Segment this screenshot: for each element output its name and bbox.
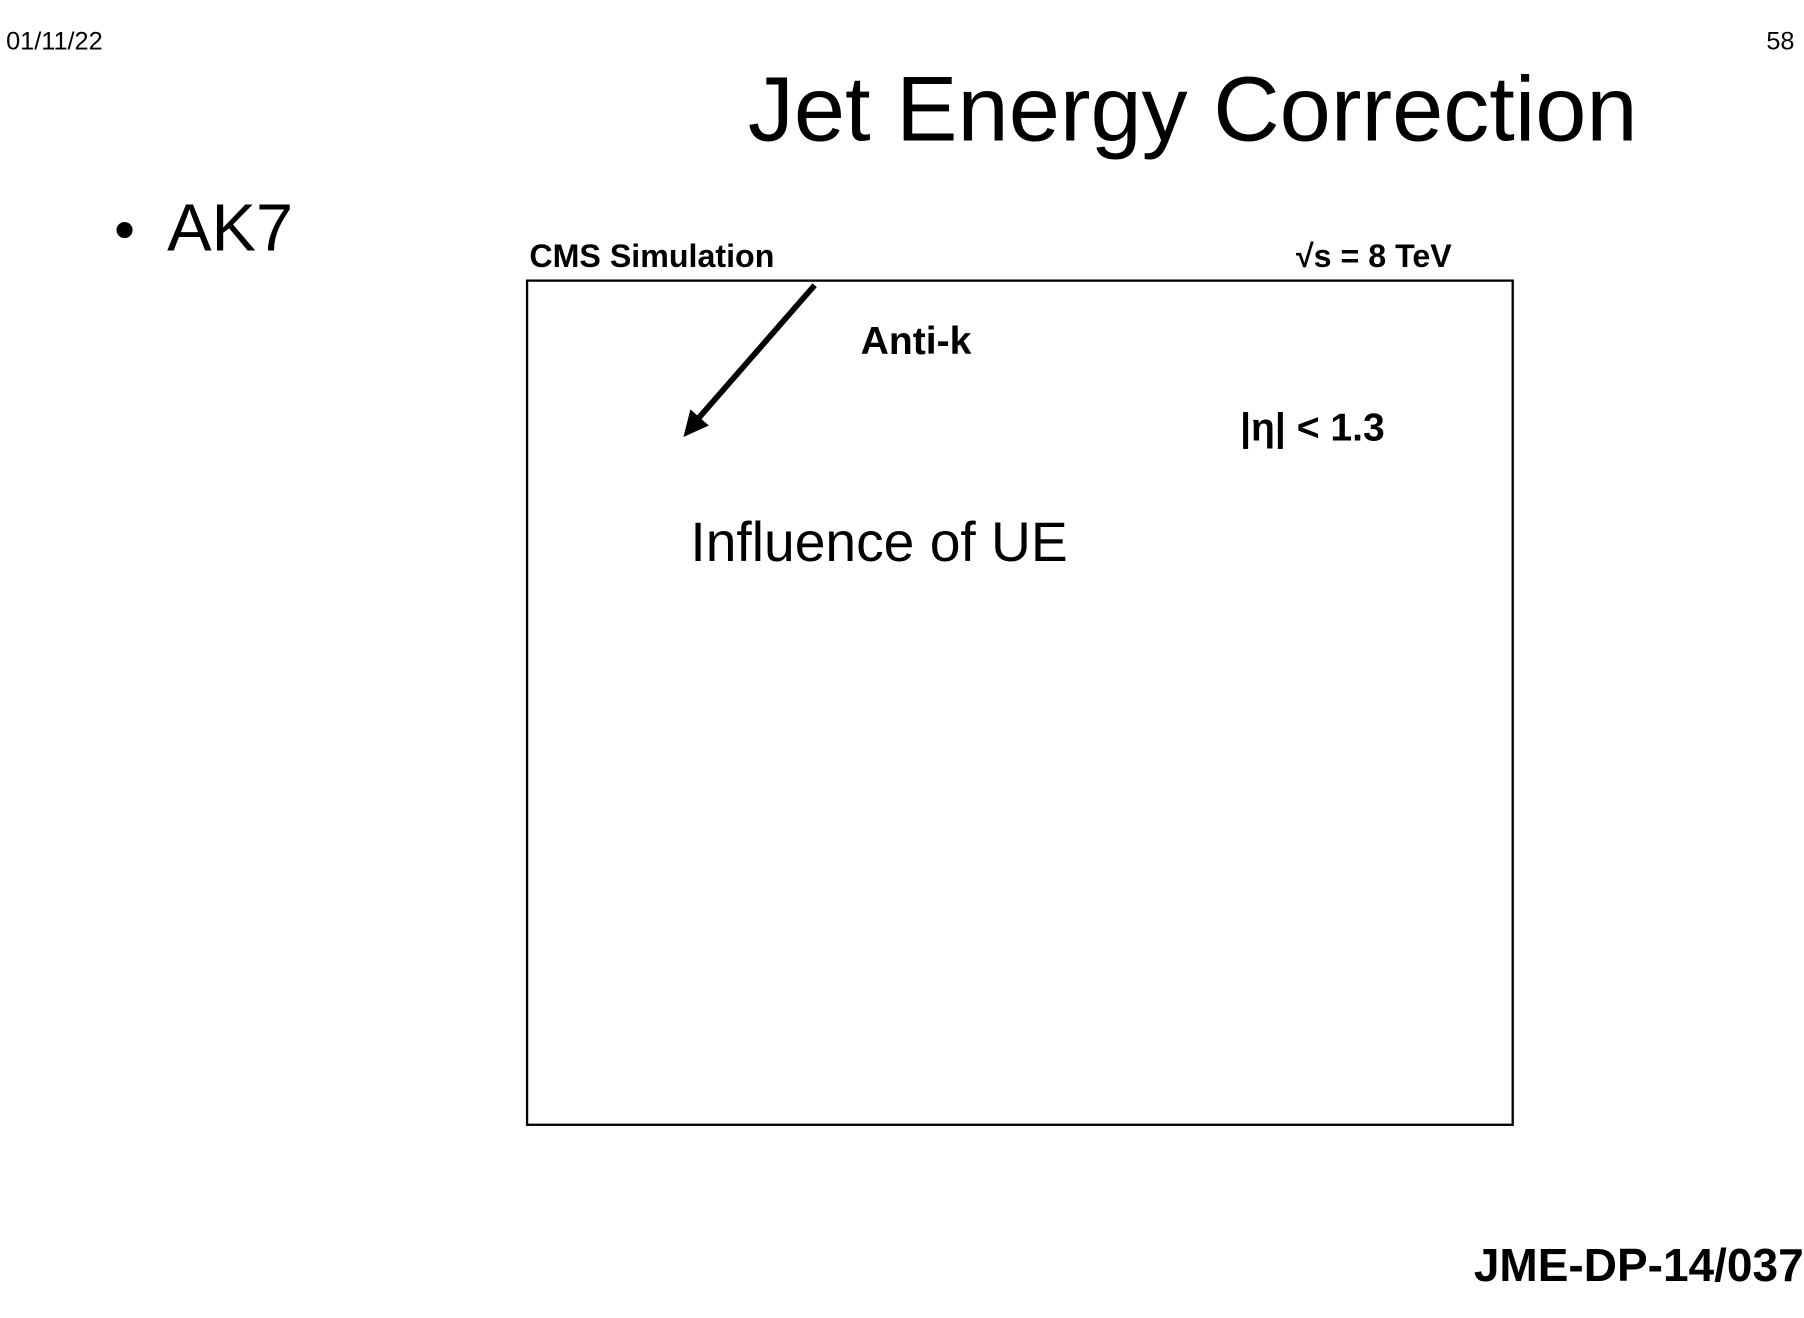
eta-cut: |η| < 1.3: [1240, 406, 1385, 449]
label-part: Anti-k: [861, 320, 972, 363]
page-number: 58: [1766, 27, 1794, 55]
experiment-label: CMS Simulation: [529, 238, 774, 274]
annotation-note: Influence of UE: [690, 511, 1067, 573]
plot-frame: [525, 279, 1514, 1126]
reference: JME-DP-14/037: [1474, 1239, 1804, 1291]
algorithm-label: Anti-k: [861, 320, 972, 363]
bullet-dot: [116, 221, 133, 239]
arrow-shaft: [693, 283, 817, 423]
arrow-head: [683, 409, 709, 438]
date: 01/11/22: [6, 27, 103, 55]
energy-label: √s = 8 TeV: [1296, 238, 1452, 274]
bullet: AK7: [167, 192, 293, 266]
slide-title: Jet Energy Correction: [748, 58, 1638, 160]
